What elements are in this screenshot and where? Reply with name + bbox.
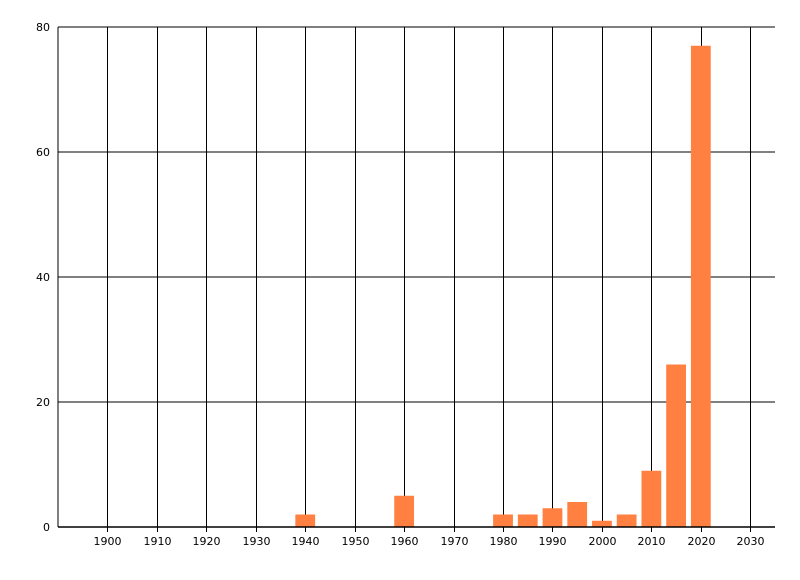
bar <box>394 495 415 527</box>
x-tick-label: 1930 <box>243 535 271 548</box>
bar <box>616 514 637 527</box>
bar <box>592 520 612 527</box>
y-tick-label: 40 <box>36 271 50 284</box>
x-tick-label: 1950 <box>342 535 370 548</box>
x-tick-label: 1980 <box>490 535 518 548</box>
x-tick-label: 1900 <box>94 535 122 548</box>
bar <box>641 470 662 527</box>
bar <box>517 514 538 527</box>
x-tick-label: 1940 <box>292 535 320 548</box>
y-tick-label: 80 <box>36 21 50 34</box>
bar <box>567 502 588 527</box>
x-tick-label: 2020 <box>688 535 716 548</box>
bar <box>666 364 686 527</box>
x-tick-label: 2000 <box>589 535 617 548</box>
y-tick-label: 20 <box>36 396 50 409</box>
x-tick-label: 1970 <box>441 535 469 548</box>
x-tick-label: 1990 <box>539 535 567 548</box>
x-tick-label: 1960 <box>391 535 419 548</box>
y-tick-label: 0 <box>43 521 50 534</box>
x-tick-label: 1910 <box>144 535 172 548</box>
bar <box>493 514 513 527</box>
bar <box>690 45 711 527</box>
x-tick-label: 1920 <box>193 535 221 548</box>
y-tick-label: 60 <box>36 146 50 159</box>
x-tick-label: 2030 <box>737 535 765 548</box>
bar <box>542 508 563 527</box>
x-tick-label: 2010 <box>638 535 666 548</box>
bar <box>295 514 316 527</box>
